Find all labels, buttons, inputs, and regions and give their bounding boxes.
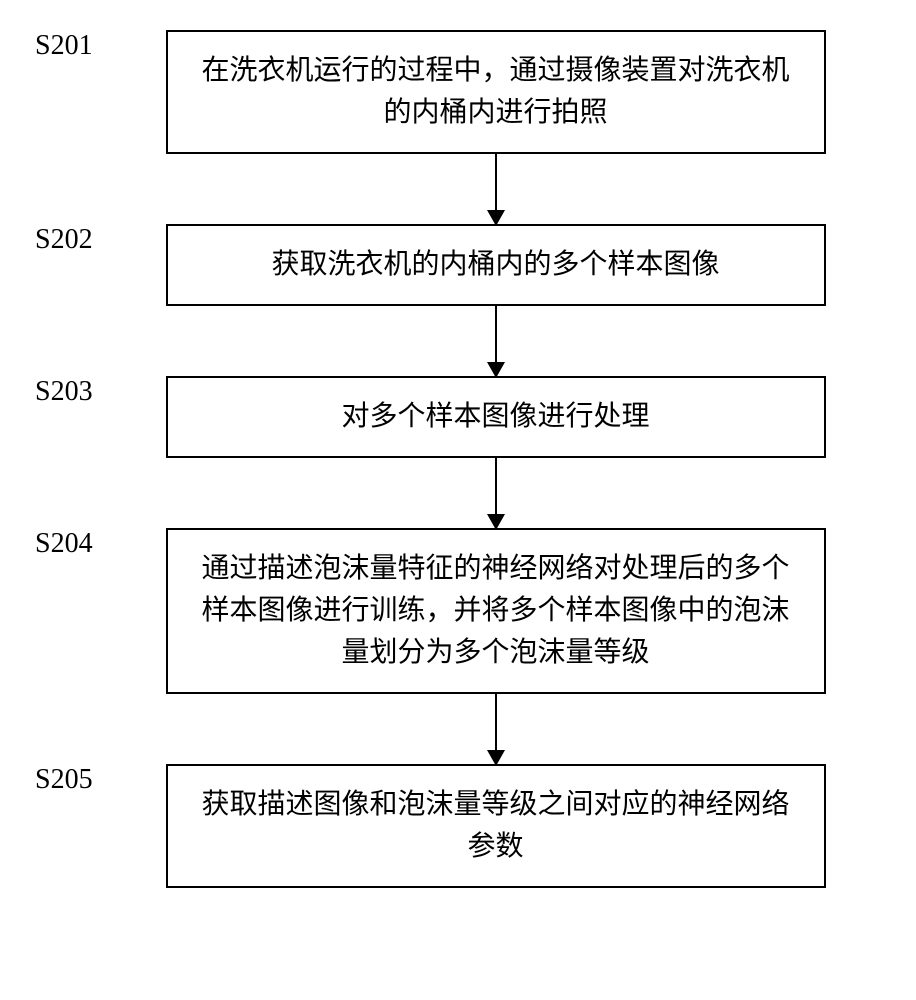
step-s202: S202 获取洗衣机的内桶内的多个样本图像 bbox=[0, 224, 916, 306]
step-text-s205: 获取描述图像和泡沫量等级之间对应的神经网络参数 bbox=[193, 784, 799, 868]
step-s201: S201 在洗衣机运行的过程中，通过摄像装置对洗衣机的内桶内进行拍照 bbox=[0, 30, 916, 154]
arrow-4 bbox=[38, 694, 916, 764]
step-s205: S205 获取描述图像和泡沫量等级之间对应的神经网络参数 bbox=[0, 764, 916, 888]
step-label-s202: S202 bbox=[35, 224, 93, 256]
step-box-s203: 对多个样本图像进行处理 bbox=[166, 376, 826, 458]
step-s203: S203 对多个样本图像进行处理 bbox=[0, 376, 916, 458]
step-box-s204: 通过描述泡沫量特征的神经网络对处理后的多个样本图像进行训练，并将多个样本图像中的… bbox=[166, 528, 826, 694]
step-box-s205: 获取描述图像和泡沫量等级之间对应的神经网络参数 bbox=[166, 764, 826, 888]
step-label-s201: S201 bbox=[35, 30, 93, 62]
step-label-s204: S204 bbox=[35, 528, 93, 560]
step-label-s205: S205 bbox=[35, 764, 93, 796]
step-text-s202: 获取洗衣机的内桶内的多个样本图像 bbox=[271, 244, 719, 286]
step-s204: S204 通过描述泡沫量特征的神经网络对处理后的多个样本图像进行训练，并将多个样… bbox=[0, 528, 916, 694]
arrow-2 bbox=[38, 306, 916, 376]
step-box-s202: 获取洗衣机的内桶内的多个样本图像 bbox=[166, 224, 826, 306]
step-label-s203: S203 bbox=[35, 376, 93, 408]
flowchart-container: S201 在洗衣机运行的过程中，通过摄像装置对洗衣机的内桶内进行拍照 S202 … bbox=[0, 30, 916, 888]
step-text-s203: 对多个样本图像进行处理 bbox=[341, 396, 649, 438]
step-box-s201: 在洗衣机运行的过程中，通过摄像装置对洗衣机的内桶内进行拍照 bbox=[166, 30, 826, 154]
arrow-3 bbox=[38, 458, 916, 528]
arrow-1 bbox=[38, 154, 916, 224]
step-text-s204: 通过描述泡沫量特征的神经网络对处理后的多个样本图像进行训练，并将多个样本图像中的… bbox=[193, 548, 799, 674]
step-text-s201: 在洗衣机运行的过程中，通过摄像装置对洗衣机的内桶内进行拍照 bbox=[193, 50, 799, 134]
